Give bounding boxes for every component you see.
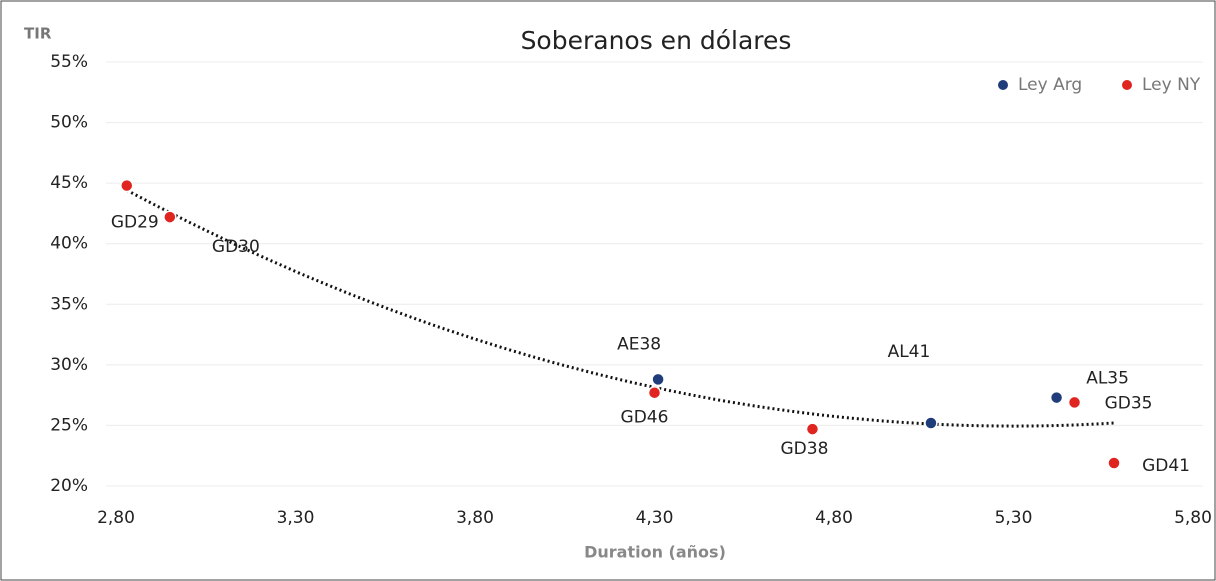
y-axis-label: TIR [24, 25, 52, 43]
legend-label: Ley NY [1142, 75, 1201, 95]
x-tick-label: 5,80 [1174, 508, 1212, 528]
y-tick-label: 50% [50, 113, 88, 133]
y-tick-label: 35% [50, 294, 88, 314]
data-point [1049, 390, 1064, 405]
data-point [1067, 395, 1082, 410]
data-point [651, 372, 665, 387]
data-point [163, 210, 177, 224]
trendline [126, 188, 1115, 428]
x-axis-label: Duration (años) [584, 543, 726, 562]
x-tick-label: 2,80 [97, 508, 135, 528]
point-label: GD46 [621, 408, 669, 428]
x-tick-label: 5,30 [995, 508, 1033, 528]
legend-marker [998, 80, 1008, 90]
y-tick-label: 25% [50, 415, 88, 435]
y-tick-label: 20% [50, 476, 88, 496]
point-label: GD30 [212, 237, 260, 257]
data-point [120, 178, 134, 193]
x-tick-label: 4,80 [815, 508, 853, 528]
data-point [647, 385, 662, 400]
legend-label: Ley Arg [1018, 75, 1082, 95]
point-label: AL35 [1086, 369, 1129, 389]
point-label: GD35 [1105, 393, 1153, 413]
y-tick-label: 45% [50, 173, 88, 193]
data-point [1107, 456, 1121, 470]
data-point [924, 416, 938, 430]
legend-marker [1122, 80, 1132, 90]
x-tick-label: 4,30 [636, 508, 674, 528]
point-label: GD29 [111, 213, 159, 233]
point-label: AL41 [888, 342, 931, 362]
y-tick-label: 40% [50, 234, 88, 254]
x-tick-label: 3,80 [456, 508, 494, 528]
chart-title: Soberanos en dólares [521, 26, 792, 55]
point-label: GD41 [1142, 456, 1190, 476]
x-tick-label: 3,30 [277, 508, 315, 528]
point-label: AE38 [617, 334, 661, 354]
y-tick-label: 30% [50, 355, 88, 375]
y-tick-label: 55% [50, 52, 88, 72]
data-point [805, 422, 820, 436]
point-label: GD38 [781, 439, 829, 459]
